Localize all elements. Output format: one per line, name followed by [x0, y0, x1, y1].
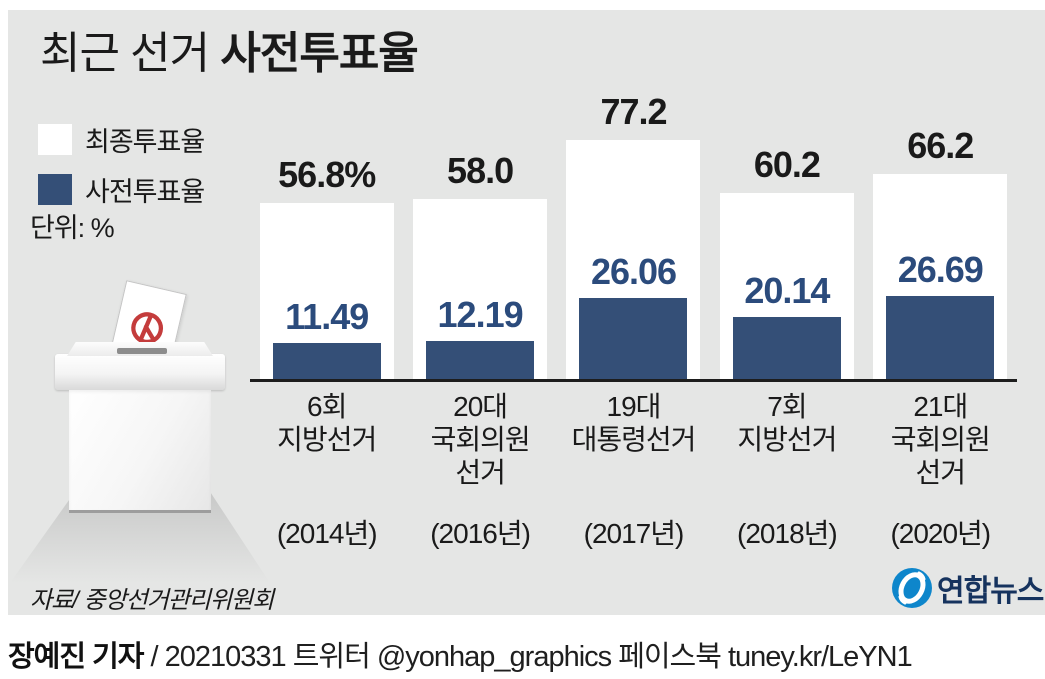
page-title: 최근 선거 사전투표율	[40, 29, 419, 78]
early-turnout-bar	[579, 298, 688, 379]
footer-details: / 20210331 트위터 @yonhap_graphics 페이스북 tun…	[143, 641, 913, 673]
legend-row-early: 사전투표율	[38, 170, 205, 209]
legend-swatch-early-turnout	[38, 174, 72, 205]
final-turnout-value: 60.2	[753, 144, 821, 185]
legend: 최종투표율 사전투표율	[38, 120, 205, 220]
bar-group: 58.0 12.19	[403, 89, 556, 379]
early-turnout-value: 26.06	[590, 251, 677, 292]
chart-baseline-axis	[250, 379, 1017, 382]
election-year-label: (2017년)	[583, 518, 685, 549]
early-turnout-bar	[886, 296, 995, 379]
election-name-label: 7회 지방선거	[737, 391, 837, 455]
legend-swatch-final-turnout	[38, 124, 72, 155]
voting-stamp-icon	[131, 312, 164, 345]
ballot-box-lid	[55, 354, 225, 390]
reporter-name: 장예진 기자	[8, 641, 144, 673]
early-turnout-value: 11.49	[285, 296, 369, 337]
yonhap-logo-text: 연합뉴스	[937, 575, 1044, 608]
election-name-label: 20대 국회의원 선거	[430, 391, 531, 488]
election-year-label: (2020년)	[890, 518, 991, 549]
early-turnout-bar	[426, 341, 535, 379]
title-prefix: 최근 선거	[40, 29, 221, 78]
early-turnout-value: 26.69	[897, 249, 984, 290]
footer-byline: 장예진 기자 / 20210331 트위터 @yonhap_graphics 페…	[8, 633, 913, 675]
final-turnout-value: 66.2	[907, 125, 974, 166]
election-name-label: 21대 국회의원 선거	[890, 391, 991, 488]
election-year-label: (2016년)	[430, 518, 531, 549]
final-turnout-value: 58.0	[447, 150, 514, 191]
yonhap-logo: 연합뉴스	[891, 566, 1044, 610]
legend-label-early-turnout: 사전투표율	[85, 177, 205, 207]
ballot-box-body	[69, 390, 211, 513]
bar-group: 77.2 26.06	[557, 89, 710, 379]
early-turnout-value: 20.14	[744, 270, 830, 311]
bar-group: 56.8% 11.49	[250, 89, 403, 379]
early-turnout-bar	[732, 317, 841, 379]
yonhap-emblem-icon	[892, 568, 932, 608]
early-turnout-bar	[272, 343, 381, 379]
bar-group: 66.2 26.69	[864, 89, 1017, 379]
election-year-label: (2018년)	[737, 518, 838, 549]
final-turnout-value: 77.2	[600, 91, 667, 132]
election-name-label: 19대 대통령선거	[571, 391, 697, 455]
ballot-paper	[105, 280, 187, 386]
title-emphasis: 사전투표율	[220, 29, 418, 78]
election-year-label: (2014년)	[276, 518, 378, 549]
ballot-slot	[117, 348, 167, 354]
bar-chart: 56.8% 11.49 58.0 12.19 77.2 26.06 60.2 20.14 66.…	[250, 89, 1017, 379]
final-turnout-value: 56.8%	[278, 154, 376, 195]
source-note: 자료/ 중앙선거관리위원회	[30, 587, 274, 614]
unit-note: 단위: %	[30, 213, 115, 243]
election-name-label: 6회 지방선거	[277, 391, 377, 455]
bar-group: 60.2 20.14	[710, 89, 863, 379]
early-turnout-value: 12.19	[437, 294, 524, 335]
legend-label-final-turnout: 최종투표율	[85, 127, 205, 157]
ballot-box-illustration	[10, 280, 270, 583]
legend-row-final: 최종투표율	[38, 120, 205, 159]
